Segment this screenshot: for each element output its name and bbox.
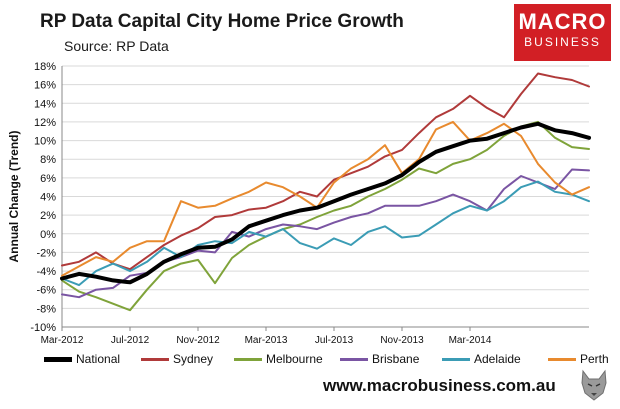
legend-item-melbourne: Melbourne [234, 352, 323, 368]
legend-swatch [141, 358, 169, 362]
series-line-sydney [61, 72, 590, 271]
legend-label: Brisbane [372, 352, 420, 366]
y-tick-label: 18% [34, 61, 56, 73]
chart-subtitle: Source: RP Data [64, 38, 169, 54]
y-tick-label: 14% [34, 98, 56, 110]
x-tick-label: Nov-2013 [380, 335, 424, 346]
y-tick-label: 10% [34, 136, 56, 148]
legend-label: Melbourne [266, 352, 323, 366]
legend-swatch [340, 358, 368, 362]
legend-item-sydney: Sydney [141, 352, 213, 368]
x-tick-label: Mar-2014 [449, 335, 492, 346]
legend-item-adelaide: Adelaide [442, 352, 521, 368]
legend-swatch [548, 358, 576, 362]
series-line-national [60, 121, 591, 285]
y-tick-label: 12% [34, 117, 56, 129]
y-tick-label: 16% [34, 80, 56, 92]
logo-line-2: BUSINESS [524, 35, 601, 49]
y-tick-label: 0% [40, 229, 56, 241]
chart-title: RP Data Capital City Home Price Growth [40, 11, 404, 32]
legend-swatch [234, 358, 262, 362]
wolf-logo-icon [581, 369, 607, 401]
y-tick-label: -2% [36, 247, 56, 259]
y-tick-label: 8% [40, 154, 56, 166]
y-tick-label: 4% [40, 192, 56, 204]
legend-swatch [442, 358, 470, 362]
y-tick-label: -8% [36, 303, 56, 315]
x-tick-label: Nov-2012 [176, 335, 220, 346]
legend-label: Perth [580, 352, 609, 366]
series-line-melbourne [61, 120, 590, 312]
y-tick-label: 6% [40, 173, 56, 185]
chart-legend: National Sydney Melbourne Brisbane Adelaide P… [44, 352, 609, 368]
legend-label: Sydney [173, 352, 214, 366]
legend-item-perth: Perth [548, 352, 609, 368]
y-tick-label: 2% [40, 210, 56, 222]
legend-label: Adelaide [474, 352, 521, 366]
x-tick-label: Mar-2012 [41, 335, 84, 346]
y-tick-label: -6% [36, 285, 56, 297]
logo-line-1: MACRO [518, 9, 607, 34]
footer-url: www.macrobusiness.com.au [323, 376, 556, 395]
x-tick-label: Mar-2013 [245, 335, 288, 346]
legend-item-national: National [44, 352, 120, 368]
series-line-adelaide [61, 180, 590, 287]
legend-label: National [76, 352, 121, 366]
x-tick-label: Jul-2012 [111, 335, 150, 346]
y-tick-label: -4% [36, 266, 56, 278]
y-tick-label: -10% [30, 322, 56, 334]
y-axis-title: Annual Change (Trend) [7, 130, 21, 262]
series-line-perth [61, 120, 590, 277]
legend-swatch [44, 357, 72, 363]
legend-item-brisbane: Brisbane [340, 352, 419, 368]
macrobusiness-logo: MACRO BUSINESS [514, 4, 611, 61]
x-tick-label: Jul-2013 [315, 335, 354, 346]
